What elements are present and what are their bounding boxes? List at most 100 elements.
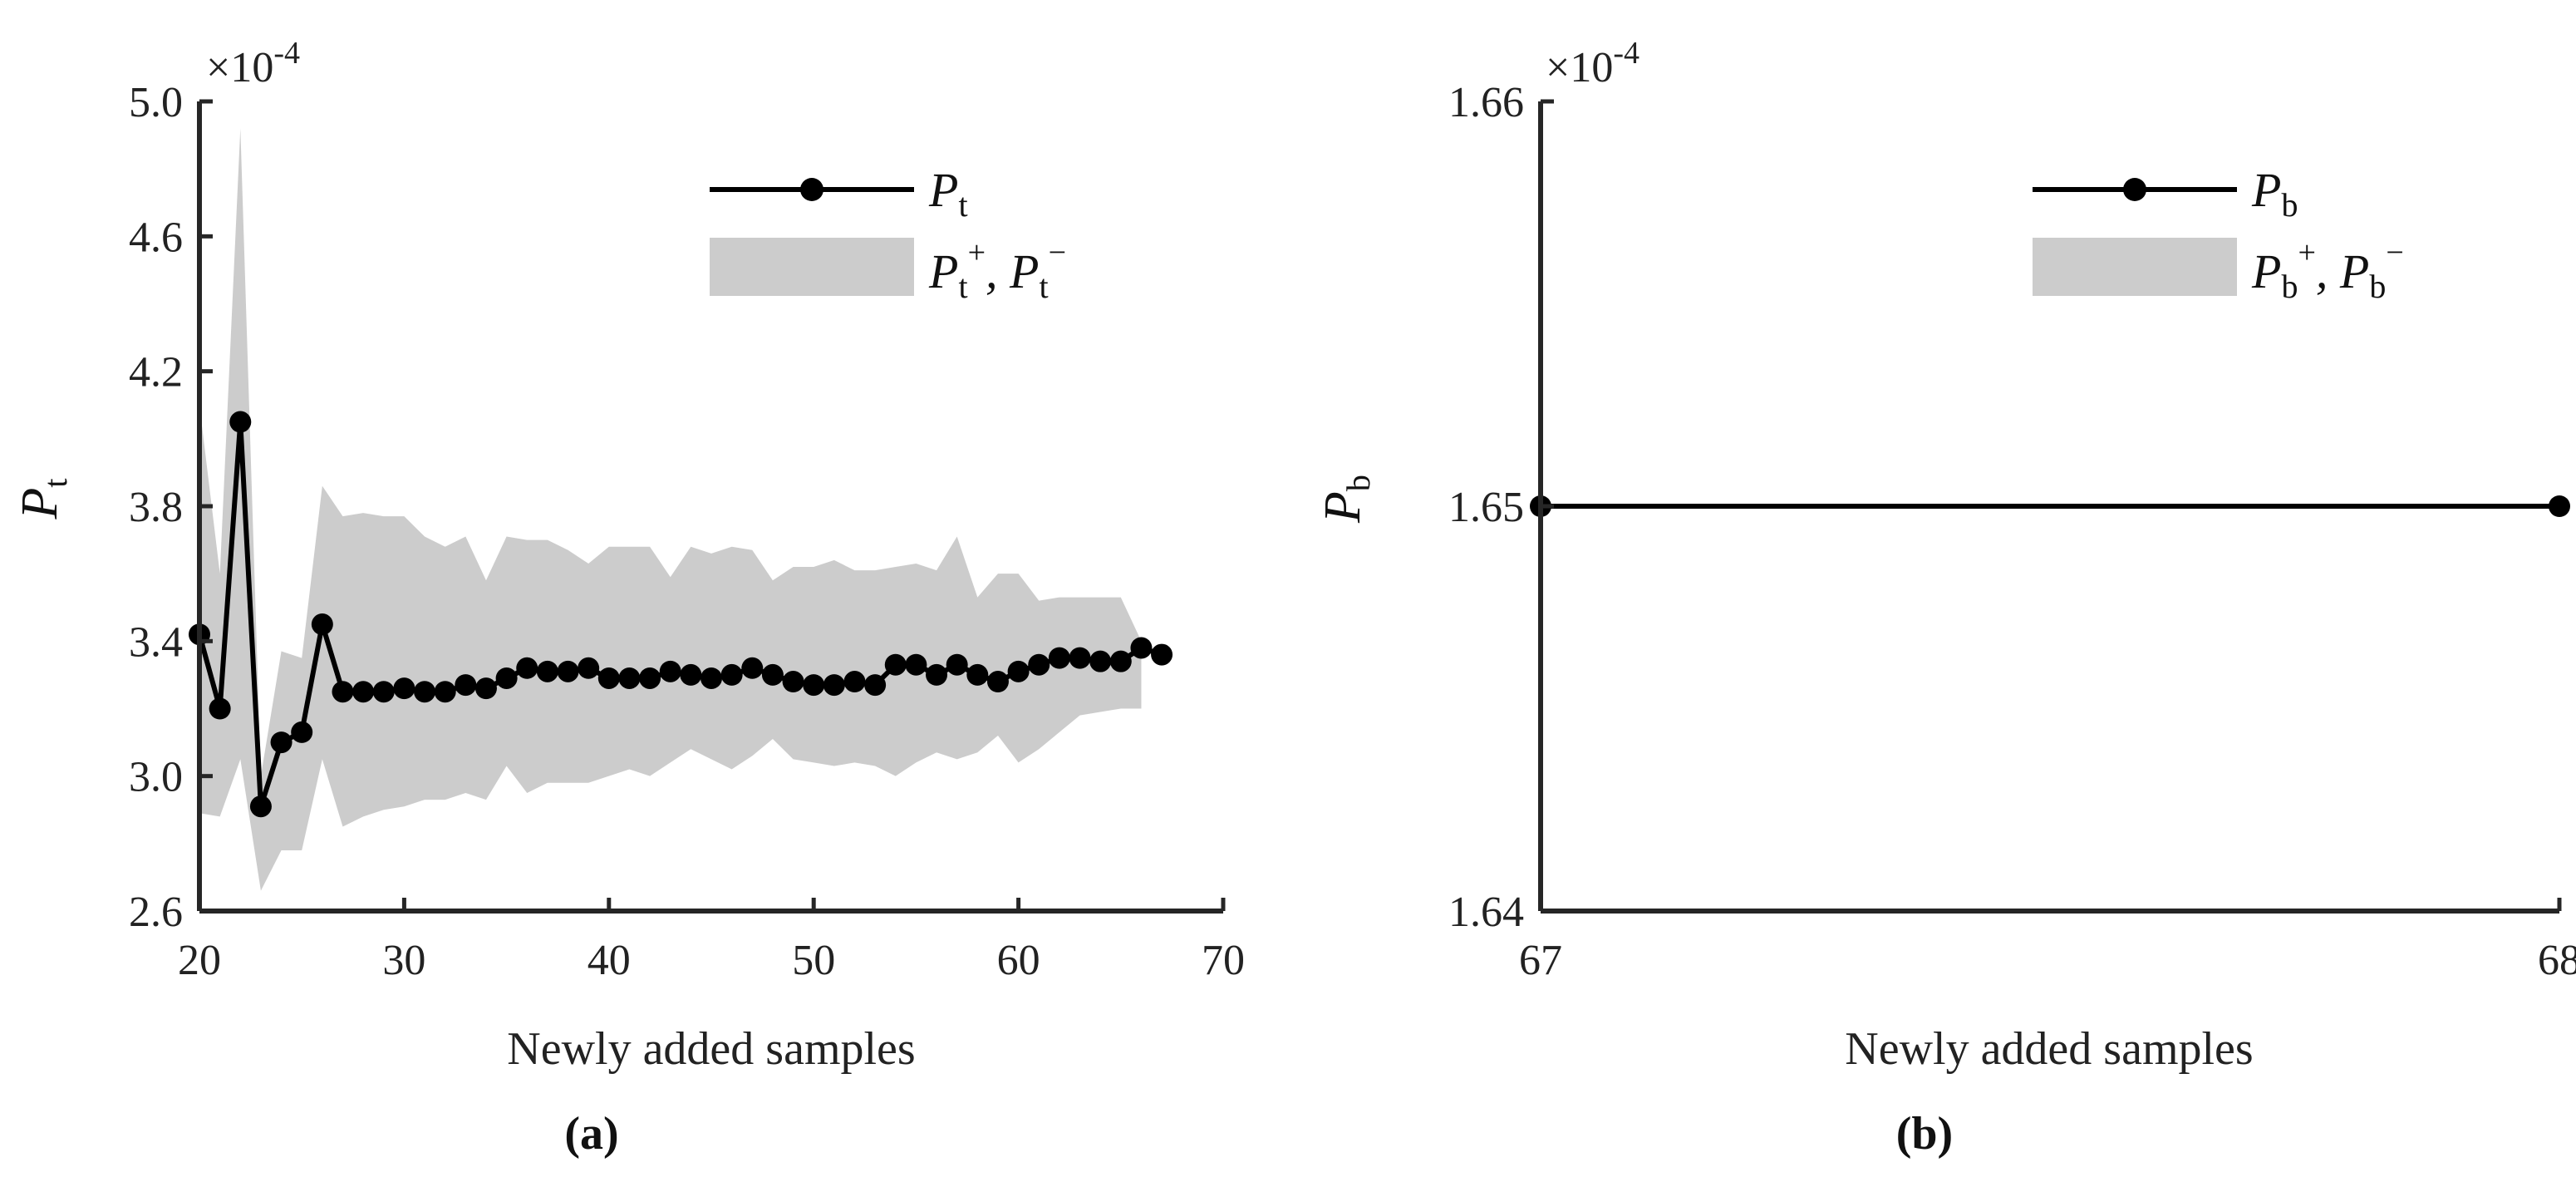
x-tick-label-a-3: 50 (792, 937, 835, 984)
x-ticks-b: 67 68 (1519, 898, 2576, 984)
data-point-a-18 (557, 660, 579, 682)
multiplier-base-a: ×10 (206, 44, 273, 91)
legend-entry-b-2-sub2: b (2369, 268, 2386, 305)
data-point-a-35 (905, 653, 927, 676)
y-axis-label-a-sub: t (37, 479, 74, 488)
y-tick-label-a-5: 4.6 (129, 214, 183, 261)
data-point-a-11 (414, 681, 436, 703)
data-point-a-21 (618, 667, 641, 689)
y-tick-label-a-1: 3.0 (129, 754, 183, 801)
panel-label-a: (a) (564, 1108, 618, 1160)
legend-entry-a-1: Pt (928, 163, 968, 224)
legend-entry-a-2-sub2: t (1039, 268, 1048, 305)
y-tick-label-b-2: 1.66 (1448, 79, 1524, 126)
multiplier-a: ×10-4 (206, 36, 300, 91)
data-point-a-45 (1109, 650, 1132, 672)
data-point-a-24 (680, 663, 702, 686)
data-point-a-33 (864, 674, 887, 697)
data-point-a-25 (701, 667, 722, 689)
x-tick-label-a-5: 70 (1202, 937, 1245, 984)
data-point-a-19 (578, 657, 600, 679)
legend-entry-a-2: Pt+, Pt− (928, 235, 1066, 305)
legend-marker-swatch-b (2123, 178, 2146, 201)
legend-entry-b-2-sub: b (2281, 268, 2298, 305)
multiplier-exp-b: -4 (1613, 36, 1639, 71)
legend-b: Pb Pb+, Pb− (2033, 163, 2404, 305)
data-point-a-7 (332, 681, 354, 703)
y-tick-label-a-3: 3.8 (129, 484, 183, 531)
y-axis-label-a: Pt (12, 479, 74, 520)
data-point-a-13 (455, 674, 477, 697)
data-point-a-27 (741, 657, 764, 679)
data-point-a-23 (659, 660, 681, 682)
legend-entry-b-2-text: P (2251, 244, 2281, 298)
data-point-a-43 (1069, 647, 1091, 669)
data-point-a-22 (639, 667, 661, 689)
data-point-a-3 (249, 795, 272, 818)
data-point-b-1 (2549, 495, 2570, 517)
data-point-a-39 (986, 671, 1009, 693)
legend-entry-a-2-text: P (928, 244, 958, 298)
data-point-a-14 (474, 677, 497, 700)
data-point-a-42 (1048, 647, 1070, 669)
data-point-a-12 (434, 681, 456, 703)
legend-marker-swatch-a (800, 178, 823, 201)
data-point-a-41 (1028, 653, 1050, 676)
confidence-band-pt (199, 128, 1142, 891)
legend-entry-b-2-sup: + (2298, 235, 2315, 270)
data-point-a-34 (884, 653, 907, 676)
legend-entry-a-1-text: P (928, 163, 958, 217)
y-tick-label-a-2: 3.4 (129, 618, 183, 666)
legend-entry-b-1-sub: b (2281, 186, 2298, 224)
data-point-a-36 (926, 663, 948, 686)
x-ticks-a: 20 30 40 50 60 70 (178, 898, 1245, 984)
y-ticks-a: 2.6 3.0 3.4 3.8 4.2 4.6 5.0 (129, 79, 213, 936)
data-point-a-20 (597, 667, 620, 689)
y-axis-label-b-main: P (1315, 491, 1371, 524)
data-point-a-32 (843, 671, 866, 693)
x-axis-label-a: Newly added samples (507, 1023, 915, 1075)
legend-entry-a-2-text2: , P (986, 244, 1039, 298)
legend-entry-a-2-sup: + (968, 235, 986, 270)
x-tick-label-a-2: 40 (587, 937, 631, 984)
y-tick-label-b-1: 1.65 (1448, 484, 1524, 531)
legend-entry-a-2-sub: t (958, 268, 967, 305)
legend-band-swatch-a (710, 238, 914, 296)
legend-entry-a-2-sup2: − (1049, 235, 1066, 270)
multiplier-base-b: ×10 (1546, 44, 1613, 91)
multiplier-b: ×10-4 (1546, 36, 1639, 91)
data-point-a-1 (209, 697, 231, 720)
x-axis-label-b: Newly added samples (1845, 1023, 2253, 1075)
y-tick-label-b-0: 1.64 (1448, 889, 1524, 936)
data-point-a-44 (1089, 650, 1112, 672)
data-point-a-30 (803, 674, 825, 697)
data-point-a-6 (311, 613, 333, 636)
data-point-a-15 (495, 667, 518, 689)
y-ticks-b: 1.64 1.65 1.66 (1448, 79, 1554, 936)
multiplier-exp-a: -4 (273, 36, 300, 71)
data-point-a-8 (352, 681, 375, 703)
y-axis-label-a-main: P (12, 488, 68, 520)
panel-label-b: (b) (1896, 1108, 1953, 1160)
data-point-a-16 (516, 657, 538, 679)
series-markers-pt (189, 411, 1173, 818)
legend-entry-b-1-text: P (2251, 163, 2281, 217)
panel-a: 20 30 40 50 60 70 2.6 3.0 3.4 3.8 4.2 4.6 5.0 ×10-4… (12, 36, 1245, 1160)
y-axis-label-b-sub: b (1340, 475, 1377, 491)
legend-entry-b-2: Pb+, Pb− (2251, 235, 2404, 305)
data-point-a-31 (823, 674, 845, 697)
data-point-a-9 (372, 681, 395, 703)
data-point-a-26 (720, 663, 743, 686)
data-point-a-40 (1007, 660, 1030, 682)
panel-b: 67 68 1.64 1.65 1.66 ×10-4 Pb Newly added s… (1315, 36, 2576, 1160)
legend-band-swatch-b (2033, 238, 2237, 296)
legend-entry-a-1-sub: t (958, 186, 967, 224)
y-tick-label-a-0: 2.6 (129, 889, 183, 936)
y-axis-label-b: Pb (1315, 475, 1377, 524)
y-tick-label-a-4: 4.2 (129, 349, 183, 396)
data-point-a-10 (393, 677, 415, 700)
y-tick-label-a-6: 5.0 (129, 79, 183, 126)
data-point-a-17 (536, 660, 558, 682)
data-point-a-2 (229, 411, 252, 433)
